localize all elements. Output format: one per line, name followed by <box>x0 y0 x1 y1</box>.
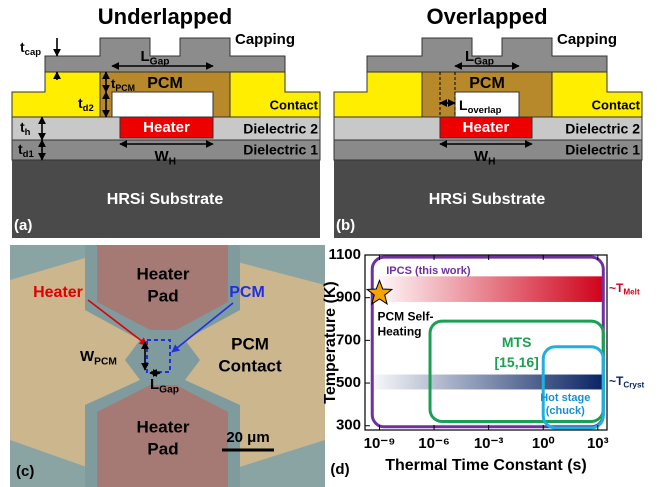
label-main: W <box>155 148 170 165</box>
label: Contact <box>270 97 319 112</box>
label: Capping <box>235 31 295 48</box>
sub-label: ~TCryst <box>609 374 644 390</box>
label-main: W <box>474 148 489 165</box>
label: Heater <box>33 284 83 301</box>
label: HRSi Substrate <box>429 191 546 208</box>
label-sub: Gap <box>159 384 179 395</box>
label-sub: PCM <box>115 83 135 93</box>
y-tick-label: 1100 <box>328 246 361 263</box>
label-sub: Melt <box>623 288 640 297</box>
label: Dielectric 2 <box>565 121 640 137</box>
region-label: [15,16] <box>494 354 538 370</box>
label-main: L <box>150 376 159 393</box>
label: PCM <box>469 75 505 92</box>
label: Heater <box>143 119 190 136</box>
label: 20 μm <box>226 429 269 446</box>
label: HRSi Substrate <box>107 191 224 208</box>
label: Dielectric 1 <box>243 142 318 158</box>
label-main: W <box>80 348 95 365</box>
label: Heater <box>137 264 190 283</box>
band <box>365 375 603 390</box>
region-label: (chuck) <box>546 405 585 417</box>
label: PCM <box>147 75 183 92</box>
band <box>372 276 603 302</box>
x-tick-label: 10⁻⁶ <box>418 435 450 452</box>
panel-title: Overlapped <box>426 4 547 29</box>
marker-label: PCM Self- <box>377 310 433 324</box>
contact <box>334 72 422 117</box>
panel-tag: (d) <box>330 461 349 478</box>
label-sub: PCM <box>94 356 117 367</box>
panel-tag: (b) <box>336 217 355 234</box>
label-main: L <box>141 48 150 65</box>
region-label: Hot stage <box>540 392 590 404</box>
x-tick-label: 10³ <box>587 435 609 452</box>
label: Contact <box>592 97 641 112</box>
x-tick-label: 10⁻³ <box>474 435 504 452</box>
sub-label: LGap <box>141 48 170 67</box>
y-tick-label: 300 <box>336 417 361 434</box>
y-axis-title: Temperature (K) <box>322 281 339 403</box>
label-main: L <box>465 48 474 65</box>
label: Pad <box>147 286 178 305</box>
label-sub: Gap <box>150 56 170 67</box>
label-sub: d1 <box>23 149 35 160</box>
marker-label: Heating <box>377 325 421 339</box>
label-sub: H <box>169 156 176 167</box>
label-sub: Cryst <box>623 381 644 390</box>
panel-tag: (c) <box>16 463 34 480</box>
label-sub: cap <box>25 47 42 58</box>
sub-label: Loverlap <box>459 97 502 116</box>
x-tick-label: 10⁻⁹ <box>364 435 396 452</box>
label: PCM <box>231 334 269 353</box>
label-sub: h <box>25 127 31 138</box>
sub-label: ~TMelt <box>609 281 640 297</box>
x-tick-label: 10⁰ <box>532 435 555 452</box>
region-label: IPCS (this work) <box>386 265 471 277</box>
x-axis-title: Thermal Time Constant (s) <box>385 457 587 474</box>
label: Heater <box>137 417 190 436</box>
panel-title: Underlapped <box>98 4 232 29</box>
sub-label: LGap <box>465 48 494 67</box>
label-sub: H <box>488 156 495 167</box>
sub-label: tcap <box>20 39 41 58</box>
y-tick-label: 500 <box>336 374 361 391</box>
label: PCM <box>229 284 265 301</box>
panel-tag: (a) <box>14 217 32 234</box>
label: Capping <box>557 31 617 48</box>
label-main: ~T <box>609 281 624 295</box>
label-sub: d2 <box>83 103 94 114</box>
y-tick-label: 900 <box>336 289 361 306</box>
label: Pad <box>147 439 178 458</box>
label: Contact <box>218 356 282 375</box>
figure: Underlapped Heater PCM Capping Contact Dielec… <box>0 0 657 487</box>
region-label: MTS <box>502 334 532 350</box>
label-main: ~T <box>609 374 624 388</box>
label-sub: overlap <box>468 105 502 116</box>
label: Dielectric 1 <box>565 142 640 158</box>
label-sub: Gap <box>474 56 494 67</box>
y-tick-label: 700 <box>336 331 361 348</box>
label: Heater <box>463 119 510 136</box>
label: Dielectric 2 <box>243 121 318 137</box>
